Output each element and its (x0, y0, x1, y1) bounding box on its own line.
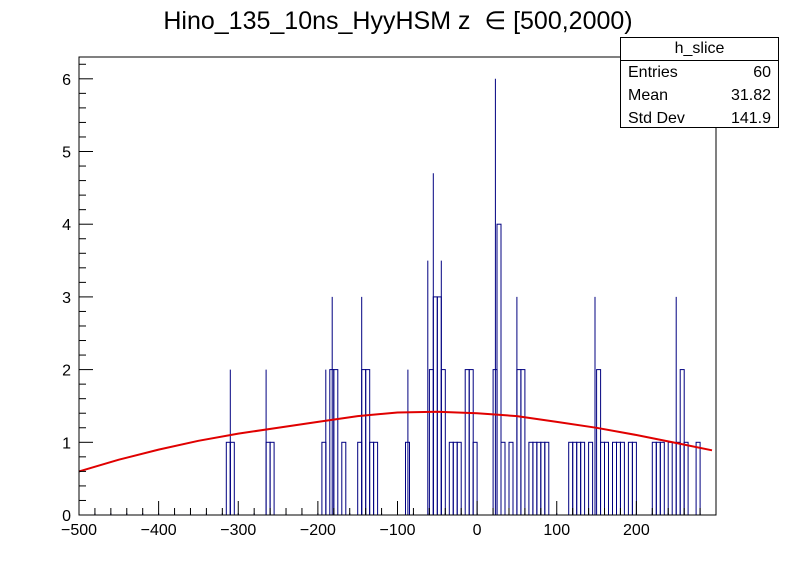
stats-label: Std Dev (628, 110, 685, 127)
histogram-bin (269, 441, 275, 516)
histogram-bin (568, 441, 574, 516)
histogram-bin (631, 441, 637, 516)
histogram-bin (500, 441, 506, 516)
histogram-bin (508, 441, 514, 516)
histogram-bin (448, 441, 454, 516)
y-tick-label: 3 (62, 290, 71, 307)
y-tick-label: 0 (62, 508, 71, 525)
histogram-bin (675, 441, 681, 516)
stats-value: 31.82 (730, 87, 771, 104)
axis-layer: −500 −400 −300 −200 −100 0 100 200 0 1 2 3 4 5 6 (61, 56, 717, 539)
y-tick-label: 6 (62, 72, 71, 89)
x-tick-label: −100 (379, 522, 415, 539)
histogram-bin (229, 441, 235, 516)
histogram-bin (604, 441, 609, 516)
x-tick-label: −400 (141, 522, 177, 539)
stats-value: 141.9 (730, 110, 771, 127)
y-tick-label: 4 (62, 217, 71, 234)
stats-value: 60 (753, 64, 771, 81)
stats-label: Mean (628, 87, 669, 104)
x-tick-label: −200 (300, 522, 336, 539)
histogram-bin (436, 296, 442, 516)
fit-curve (78, 410, 713, 473)
histogram-bin (612, 441, 617, 516)
histogram-bin (540, 441, 546, 516)
stats-box: h_slice Entries 60 Mean 31.82 Std Dev 14… (620, 37, 779, 128)
histogram-bin (627, 441, 633, 516)
histogram-bin (333, 369, 339, 516)
histogram-bin (265, 441, 271, 516)
histogram-bin (440, 369, 446, 516)
histogram-bin (651, 441, 657, 516)
stats-label: Entries (628, 64, 678, 81)
histogram-bin (456, 441, 462, 516)
histogram-bin (520, 369, 526, 516)
x-tick-label: 100 (543, 522, 570, 539)
histogram-bin (655, 441, 661, 516)
histogram-bin (695, 441, 701, 516)
histogram-bin (667, 441, 673, 516)
histogram-bin (659, 441, 665, 516)
stats-title: h_slice (621, 38, 778, 61)
histogram-bin (373, 441, 379, 516)
histogram-bin (544, 441, 550, 516)
histogram-bin (452, 441, 458, 516)
histogram-bin (357, 441, 363, 516)
stats-row-stddev: Std Dev 141.9 (621, 107, 778, 130)
y-tick-label: 2 (62, 363, 71, 380)
histogram-bin (516, 369, 522, 516)
x-tick-label: 200 (623, 522, 650, 539)
histogram-bin (225, 441, 231, 516)
fit-layer (78, 410, 713, 473)
histogram-bin (361, 369, 367, 516)
y-tick-label: 5 (62, 145, 71, 162)
x-tick-label: −300 (220, 522, 256, 539)
histogram-bin (528, 441, 534, 516)
histogram-bin (341, 441, 347, 516)
histogram-bin (464, 369, 470, 516)
histogram-layer (94, 78, 701, 516)
x-tick-label: 0 (473, 522, 482, 539)
y-tick-label: 1 (62, 435, 71, 452)
x-tick-label: −500 (61, 522, 97, 539)
histogram-bin (572, 441, 578, 516)
chart-title: Hino_135_10ns_HyyHSM z ∈ [500,2000) (163, 7, 633, 35)
stats-row-mean: Mean 31.82 (621, 84, 778, 107)
histogram-bin (588, 441, 594, 516)
stats-row-entries: Entries 60 (621, 61, 778, 84)
